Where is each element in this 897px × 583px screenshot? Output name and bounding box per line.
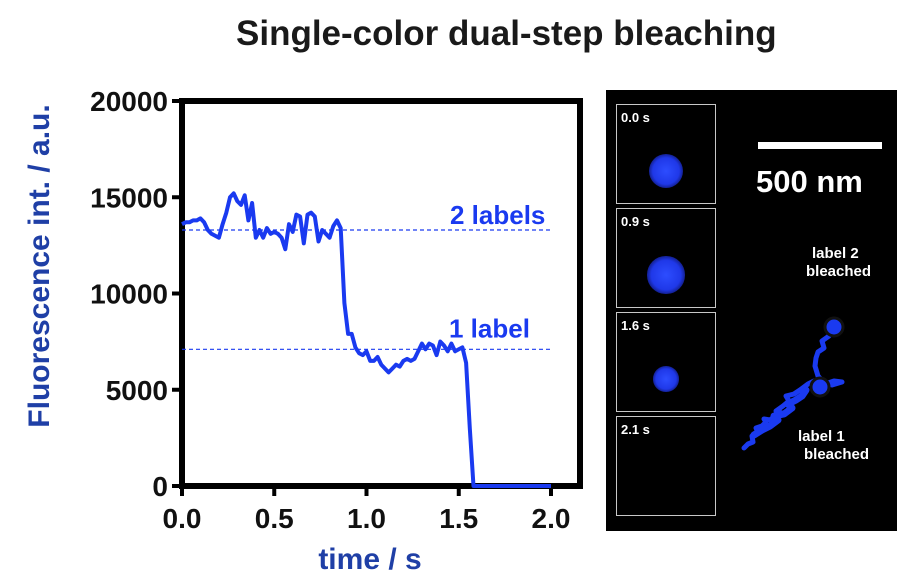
x-tick-label: 0.5 xyxy=(255,503,294,534)
y-tick-label: 20000 xyxy=(90,86,168,117)
frame-0: 0.0 s xyxy=(616,104,716,204)
frame-1: 0.9 s xyxy=(616,208,716,308)
chart-title: Single-color dual-step bleaching xyxy=(236,14,777,53)
x-tick-label: 2.0 xyxy=(532,503,571,534)
label2-bleach-position-marker xyxy=(823,316,845,338)
fluorescent-spot xyxy=(653,366,679,392)
level-annotation: 2 labels xyxy=(450,200,545,230)
x-tick-label: 1.0 xyxy=(347,503,386,534)
plot-frame xyxy=(179,98,583,489)
microscopy-inset: 0.0 s 0.9 s 1.6 s 2.1 s 500 nm label 2 b… xyxy=(606,90,897,531)
note-line: bleached xyxy=(804,446,870,463)
single-molecule-trajectory xyxy=(741,328,845,451)
trajectory-overlap xyxy=(750,386,810,439)
level-annotation: 1 label xyxy=(449,313,530,343)
label1-bleached-note: label 1 bleached xyxy=(798,428,869,464)
frame-time-label: 2.1 s xyxy=(621,422,650,437)
frame-time-label: 0.0 s xyxy=(621,110,650,125)
frame-3: 2.1 s xyxy=(616,416,716,516)
note-line: label 2 xyxy=(812,245,859,262)
note-line: label 1 xyxy=(798,428,845,445)
y-tick-label: 15000 xyxy=(90,182,168,213)
fluorescent-spot xyxy=(648,153,684,189)
x-tick-label: 1.5 xyxy=(439,503,478,534)
frame-time-label: 1.6 s xyxy=(621,318,650,333)
label1-bleach-position-marker xyxy=(809,376,831,398)
intensity-trace xyxy=(181,191,551,488)
trajectory-plot xyxy=(741,316,845,451)
y-tick-label: 10000 xyxy=(90,279,168,310)
y-tick-label: 5000 xyxy=(106,375,168,406)
y-tick-label: 0 xyxy=(152,471,168,502)
label2-bleached-note: label 2 bleached xyxy=(804,245,871,281)
y-axis-label: Fluorescence int. / a.u. xyxy=(23,104,56,428)
x-axis-label: time / s xyxy=(318,543,422,576)
fluorescent-spot xyxy=(647,256,685,294)
frame-2: 1.6 s xyxy=(616,312,716,412)
note-line: bleached xyxy=(806,263,872,280)
scale-bar xyxy=(758,142,882,149)
x-tick-label: 0.0 xyxy=(163,503,202,534)
frame-time-label: 0.9 s xyxy=(621,214,650,229)
scale-bar-label: 500 nm xyxy=(756,164,863,199)
